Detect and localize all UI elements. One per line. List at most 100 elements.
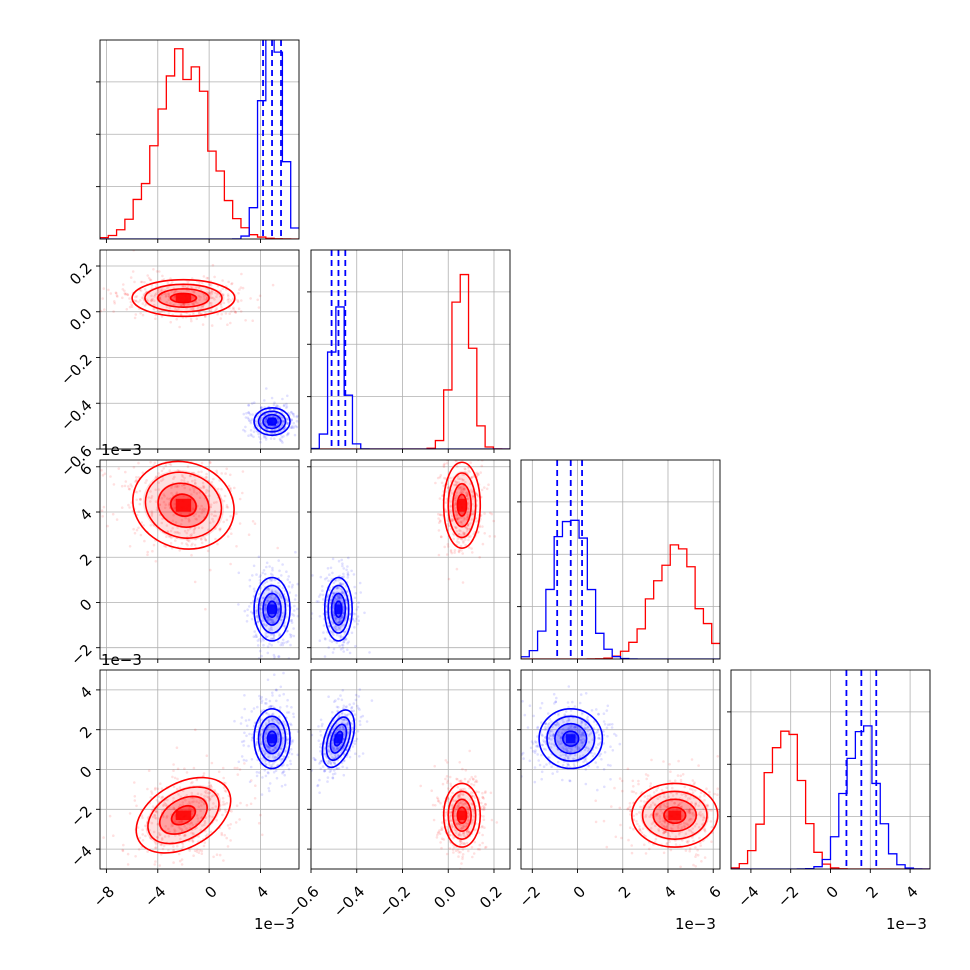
contour-line-red [442, 461, 482, 549]
panel-background [311, 250, 510, 449]
scatter-content [100, 250, 299, 444]
x-tick-label: −4 [734, 882, 762, 910]
x-tick-label: 0 [570, 882, 589, 901]
x-tick-label: 0 [823, 882, 842, 901]
x-scale-label-param-0: 1e−3 [254, 915, 295, 933]
density-peak [268, 734, 277, 744]
density-peak [334, 604, 343, 614]
contour-line-red [131, 278, 236, 318]
scatter-content [521, 685, 720, 869]
contour-line-blue [262, 722, 282, 755]
density-peak [175, 498, 192, 512]
contour-line-blue [562, 730, 580, 747]
scatter-content [311, 460, 497, 658]
histogram-series-blue [311, 306, 510, 449]
contour-line-red [157, 482, 210, 528]
histogram-series-red [100, 48, 299, 239]
contour-line-red [663, 806, 687, 825]
histogram-series-blue [521, 519, 720, 659]
panel-background [311, 460, 510, 659]
contour-line-red [641, 790, 708, 840]
x-scale-label-param-3: 1e−3 [886, 915, 927, 933]
contour-line-red [447, 790, 477, 840]
x-tick-label: 0.0 [430, 882, 460, 912]
density-peak [457, 498, 466, 512]
y-tick-label: −4 [67, 842, 95, 870]
panel-frame [520, 459, 721, 660]
histogram-panel-2 [517, 459, 721, 663]
histogram-panel-1 [307, 249, 511, 453]
scatter-panel-3-0: −8 −4 0 4 −4 −2 0 2 4 [67, 669, 300, 911]
scatter-content [311, 688, 499, 869]
y-tick-label: −2 [67, 802, 95, 830]
contour-line-blue [266, 417, 278, 426]
contour-line-red [132, 460, 235, 550]
scatter-panel-3-2: −2 0 2 4 6 [516, 669, 725, 911]
contour-line-blue [262, 413, 282, 430]
scatter-panel-1-0: −0.6−0.4−0.20.00.2 [57, 249, 300, 480]
contour-line-red [170, 805, 197, 826]
panel-frame [99, 459, 300, 660]
x-tick-label: 4 [902, 882, 921, 901]
contour-line-blue [327, 584, 350, 634]
contour-line-red [652, 798, 698, 832]
contour-line-red [452, 798, 472, 832]
contour-line-blue [266, 600, 278, 618]
histogram-series-red [311, 273, 510, 449]
contour-line-blue [325, 716, 352, 761]
contour-line-blue [253, 576, 291, 642]
contour-line-blue [329, 723, 348, 754]
contour-line-red [169, 292, 198, 304]
x-tick-label: 0.2 [476, 882, 506, 912]
y-tick-label: 0 [76, 762, 95, 781]
contour-line-red [135, 776, 232, 854]
density-peak [268, 604, 277, 614]
x-tick-label: −4 [141, 882, 169, 910]
contour-line-red [456, 806, 468, 825]
y-tick-label: 2 [76, 550, 95, 569]
contour-line-red [169, 493, 197, 517]
density-peak [566, 734, 576, 744]
x-tick-label: −0.2 [376, 882, 414, 920]
histogram-content [521, 460, 720, 659]
x-tick-label: 4 [253, 882, 272, 901]
contour-line-blue [321, 709, 356, 769]
scatter-panel-2-1 [307, 459, 511, 663]
contour-line-red [631, 782, 719, 848]
sample-points-red [100, 460, 280, 611]
contour-line-blue [262, 592, 282, 626]
x-tick-label: 2 [615, 882, 634, 901]
density-peak [668, 810, 682, 821]
panel-background [521, 460, 720, 659]
contour-line-red [159, 795, 208, 835]
histogram-series-red [731, 730, 930, 869]
histogram-panel-3: −4 −2 0 2 4 [727, 669, 931, 911]
contour-line-blue [330, 592, 347, 626]
y-tick-label: −0.2 [57, 350, 95, 388]
contour-line-red [456, 493, 468, 517]
contour-line-red [144, 471, 223, 539]
scatter-content [100, 460, 299, 659]
y-scale-label-param-2: 1e−3 [101, 441, 142, 459]
contour-line-blue [334, 600, 343, 618]
x-tick-label: 4 [660, 882, 679, 901]
y-tick-label: 4 [76, 683, 95, 702]
histogram-content [731, 670, 930, 869]
panel-frame [310, 459, 511, 660]
contour-line-red [144, 283, 223, 313]
panel-frame [99, 249, 300, 450]
scatter-panel-3-1: −0.6 −0.4 −0.2 0.0 0.2 [284, 669, 511, 921]
panel-frame [99, 39, 300, 240]
scatter-content [102, 671, 299, 867]
x-tick-label: −0.4 [330, 882, 368, 920]
x-scale-label-param-2: 1e−3 [675, 915, 716, 933]
contour-line-blue [538, 708, 604, 770]
contour-line-red [156, 288, 210, 308]
contour-line-red [452, 482, 472, 528]
y-tick-label: 0.2 [66, 259, 96, 289]
y-tick-label: −0.4 [57, 396, 95, 434]
density-peak [268, 417, 277, 426]
x-tick-label: −8 [90, 882, 118, 910]
panel-frame [310, 249, 511, 450]
y-tick-label: 2 [76, 723, 95, 742]
